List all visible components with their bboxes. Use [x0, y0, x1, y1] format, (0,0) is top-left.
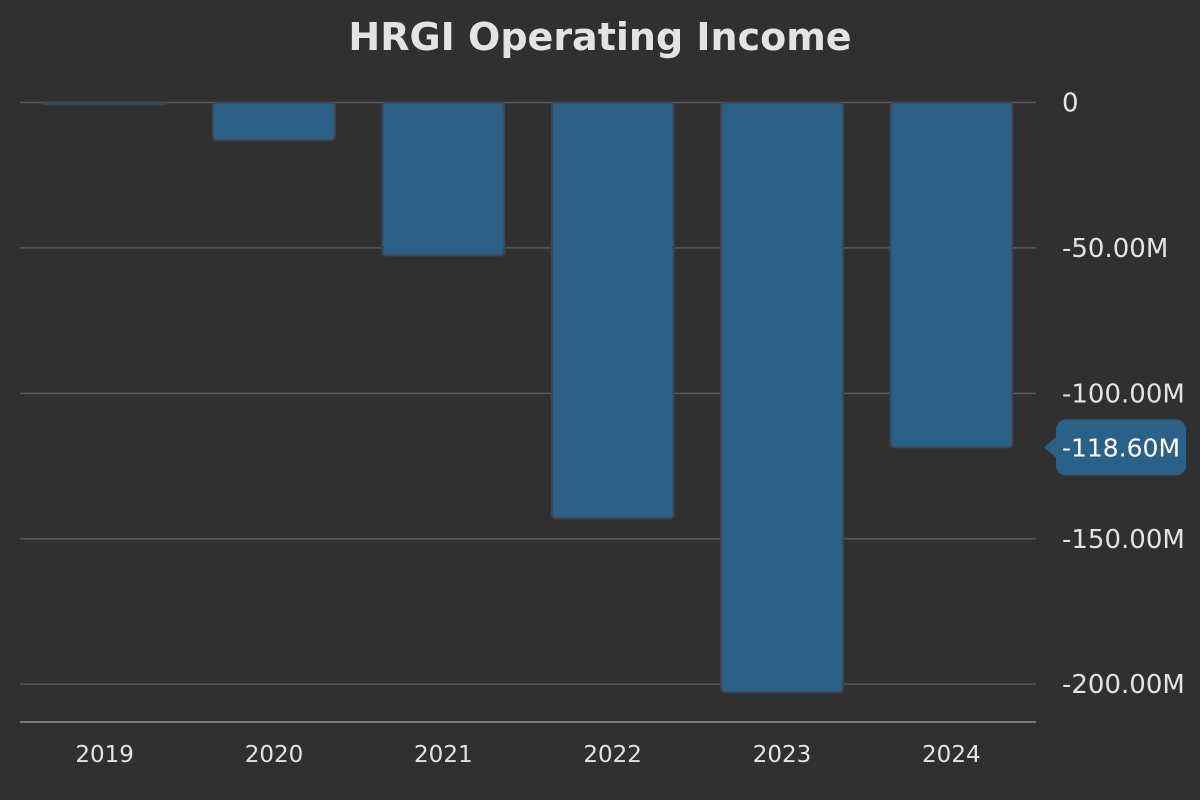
bar-2022 [550, 101, 675, 520]
y-tick-label: -200.00M [1062, 670, 1185, 700]
x-axis-ticks: 2019 2020 2021 2022 2023 2024 [75, 742, 980, 768]
y-tick-label: -150.00M [1062, 525, 1185, 555]
y-axis-ticks: 0 -50.00M -100.00M -150.00M -200.00M [1062, 88, 1185, 700]
bars [42, 101, 1014, 694]
y-tick-label: -100.00M [1062, 379, 1185, 409]
x-tick-label: 2024 [922, 742, 981, 768]
bar-2023 [720, 101, 844, 694]
callout-label: -118.60M [1062, 433, 1180, 462]
bar-2020 [212, 101, 336, 142]
bar-2021 [381, 101, 506, 257]
x-tick-label: 2023 [753, 742, 812, 768]
gridlines [20, 101, 1036, 685]
bar-2024 [889, 101, 1014, 449]
x-tick-label: 2021 [414, 742, 473, 768]
x-tick-label: 2019 [75, 742, 134, 768]
bar-2019 [42, 101, 167, 106]
x-tick-label: 2020 [245, 742, 304, 768]
value-callout: -118.60M [1044, 419, 1186, 476]
callout-badge: -118.60M [1044, 419, 1186, 476]
y-tick-label: -50.00M [1062, 234, 1168, 264]
callout-pointer [1044, 435, 1058, 460]
y-tick-label: 0 [1062, 88, 1079, 118]
callout-box [1056, 419, 1186, 476]
chart-title: HRGI Operating Income [348, 15, 851, 59]
x-tick-label: 2022 [583, 742, 642, 768]
